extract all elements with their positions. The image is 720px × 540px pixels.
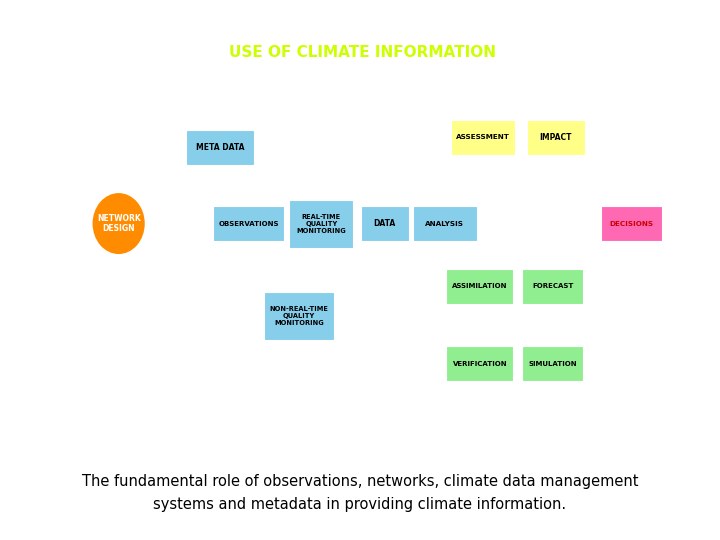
Ellipse shape <box>91 192 145 255</box>
Text: The fundamental role of observations, networks, climate data management: The fundamental role of observations, ne… <box>82 474 638 489</box>
FancyBboxPatch shape <box>527 120 585 154</box>
Text: ANALYSIS: ANALYSIS <box>426 220 464 227</box>
FancyBboxPatch shape <box>522 347 583 381</box>
Text: DATA: DATA <box>374 219 396 228</box>
Text: IMPACT: IMPACT <box>539 133 572 141</box>
FancyBboxPatch shape <box>264 293 334 340</box>
Text: systems and metadata in providing climate information.: systems and metadata in providing climat… <box>153 497 567 512</box>
Text: SIMULATION: SIMULATION <box>528 361 577 367</box>
FancyBboxPatch shape <box>361 206 409 241</box>
Text: FORECAST: FORECAST <box>532 283 573 289</box>
FancyBboxPatch shape <box>446 269 513 303</box>
Text: NON-REAL-TIME
QUALITY
MONITORING: NON-REAL-TIME QUALITY MONITORING <box>270 306 328 327</box>
Text: USE OF CLIMATE INFORMATION: USE OF CLIMATE INFORMATION <box>229 45 496 60</box>
Text: DECISIONS: DECISIONS <box>610 220 654 227</box>
Text: VERIFICATION: VERIFICATION <box>452 361 507 367</box>
FancyBboxPatch shape <box>186 131 253 165</box>
FancyBboxPatch shape <box>601 206 662 241</box>
Text: META DATA: META DATA <box>196 144 244 152</box>
Text: CMAN/R3263-2: CMAN/R3263-2 <box>621 424 680 433</box>
FancyBboxPatch shape <box>522 269 583 303</box>
FancyBboxPatch shape <box>446 347 513 381</box>
Text: ASSESSMENT: ASSESSMENT <box>456 134 510 140</box>
Text: OBSERVATIONS: OBSERVATIONS <box>218 220 279 227</box>
FancyBboxPatch shape <box>213 206 284 241</box>
Text: ASSIMILATION: ASSIMILATION <box>452 283 508 289</box>
FancyBboxPatch shape <box>289 200 354 247</box>
Text: NETWORK
DESIGN: NETWORK DESIGN <box>96 214 140 233</box>
FancyBboxPatch shape <box>413 206 477 241</box>
Text: REAL-TIME
QUALITY
MONITORING: REAL-TIME QUALITY MONITORING <box>297 213 346 234</box>
FancyBboxPatch shape <box>451 120 515 154</box>
